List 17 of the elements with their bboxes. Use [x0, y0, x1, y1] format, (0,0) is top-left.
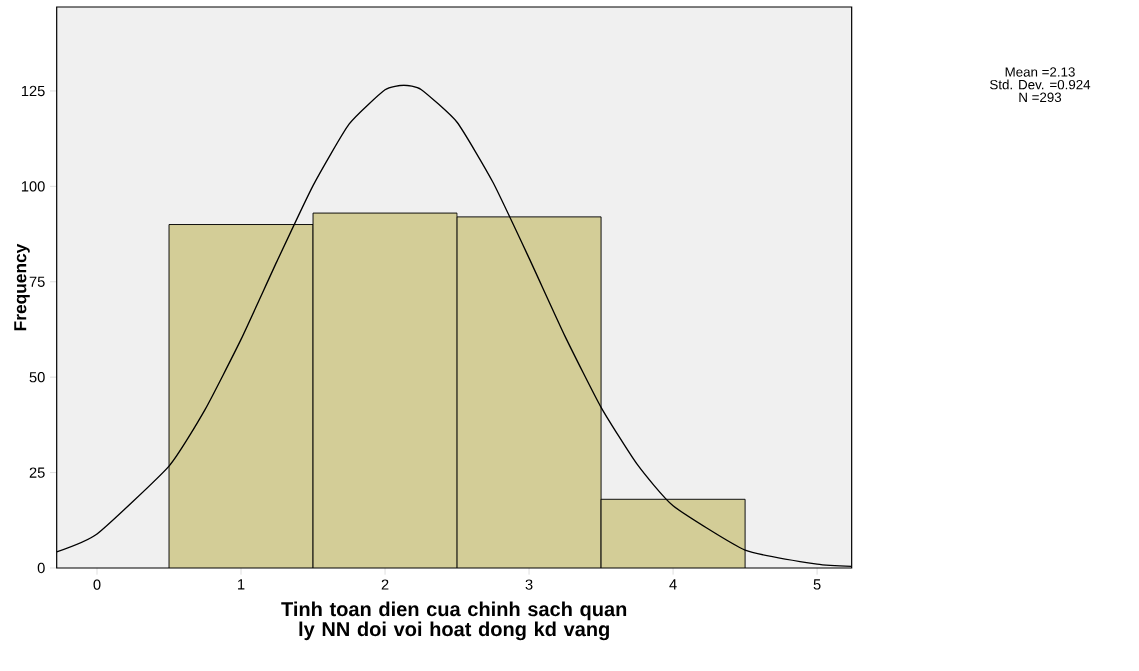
text: N =293: [1019, 92, 1062, 103]
x-tick-label: 2: [381, 579, 389, 590]
x-axis-title: Tinh toan dien cua chinh sach quan ly NN doi voi hoat dong kd vang: [281, 601, 627, 641]
x-tick-label: 0: [93, 579, 101, 590]
y-tick-label: 25: [29, 467, 45, 478]
text: Mean =2.13: [1005, 67, 1075, 77]
x-tick-label: 5: [813, 579, 821, 590]
x-tick-label: 3: [525, 579, 533, 590]
x-tick-label: 1: [238, 579, 245, 590]
text: Std. Dev. =0.924: [990, 79, 1091, 90]
y-tick-label: 125: [21, 85, 45, 97]
y-tick-label: 100: [21, 181, 45, 192]
y-tick-label: 0: [37, 562, 45, 574]
y-tick-label: 75: [29, 276, 45, 287]
y-axis-title: Frequency: [14, 243, 30, 331]
x-tick-label: 4: [669, 579, 677, 590]
y-tick-label: 50: [29, 371, 45, 383]
